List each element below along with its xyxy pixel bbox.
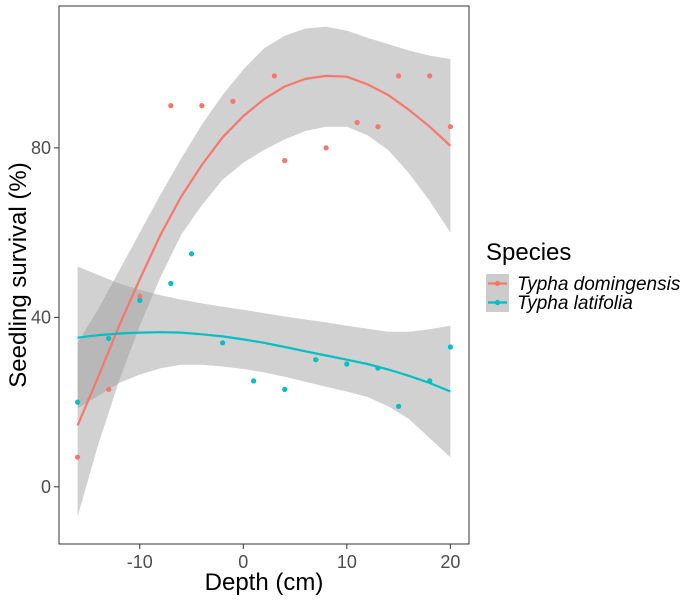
fit-line-typha-domingensis: [76, 74, 452, 426]
data-point-typha-latifolia-6: [251, 378, 257, 384]
data-point-typha-domingensis-12: [427, 73, 433, 79]
fit-lines: [76, 74, 452, 426]
y-tick-label-1: 40: [31, 307, 51, 327]
x-tick-label-3: 20: [440, 552, 460, 572]
legend-key-point-typha-latifolia: [494, 299, 501, 306]
data-point-typha-domingensis-4: [199, 103, 205, 109]
x-tick-label-0: -10: [127, 552, 153, 572]
legend-label-typha-domingensis: Typha domingensis: [517, 274, 681, 295]
confidence-band-typha-domingensis: [77, 26, 451, 517]
data-point-typha-latifolia-4: [188, 251, 195, 257]
x-tick-label-2: 10: [337, 552, 357, 572]
legend-key-point-typha-domingensis: [494, 280, 501, 287]
data-point-typha-domingensis-1: [106, 386, 112, 392]
data-point-typha-domingensis-0: [75, 454, 81, 460]
data-point-typha-domingensis-7: [282, 158, 288, 164]
legend-label-typha-latifolia: Typha latifolia: [517, 293, 633, 314]
data-point-typha-domingensis-6: [271, 73, 277, 79]
data-point-typha-latifolia-2: [137, 297, 143, 303]
axes: -10 0 10 20 0 40 80: [31, 138, 460, 572]
confidence-bands: [77, 26, 451, 517]
y-axis-title: Seedling survival (%): [5, 162, 32, 387]
panel-border: [58, 5, 470, 545]
data-point-typha-latifolia-8: [313, 357, 319, 363]
legend-title: Species: [486, 239, 571, 266]
data-point-typha-latifolia-5: [220, 340, 226, 346]
data-point-typha-latifolia-0: [75, 399, 81, 405]
data-point-typha-latifolia-1: [106, 335, 112, 342]
data-point-typha-domingensis-11: [396, 73, 402, 79]
data-point-typha-domingensis-10: [375, 124, 381, 130]
data-point-typha-latifolia-11: [396, 403, 402, 409]
y-tick-label-2: 80: [31, 138, 51, 158]
confidence-band-typha-latifolia: [77, 266, 451, 458]
data-point-typha-domingensis-9: [354, 119, 360, 126]
data-point-typha-domingensis-8: [323, 145, 329, 151]
data-point-typha-latifolia-3: [168, 280, 174, 287]
data-point-typha-domingensis-3: [168, 103, 174, 109]
x-axis-title: Depth (cm): [205, 569, 324, 596]
data-point-typha-domingensis-5: [230, 98, 236, 104]
data-point-typha-latifolia-9: [344, 361, 350, 367]
data-point-typha-domingensis-13: [447, 124, 453, 130]
x-tick-label-1: 0: [238, 552, 248, 572]
data-point-typha-latifolia-7: [282, 386, 288, 392]
data-point-typha-latifolia-13: [447, 344, 453, 350]
fit-line-typha-latifolia: [77, 331, 451, 393]
data-point-typha-domingensis-2: [137, 293, 143, 299]
y-tick-label-0: 0: [41, 477, 51, 497]
data-points: [75, 73, 453, 460]
